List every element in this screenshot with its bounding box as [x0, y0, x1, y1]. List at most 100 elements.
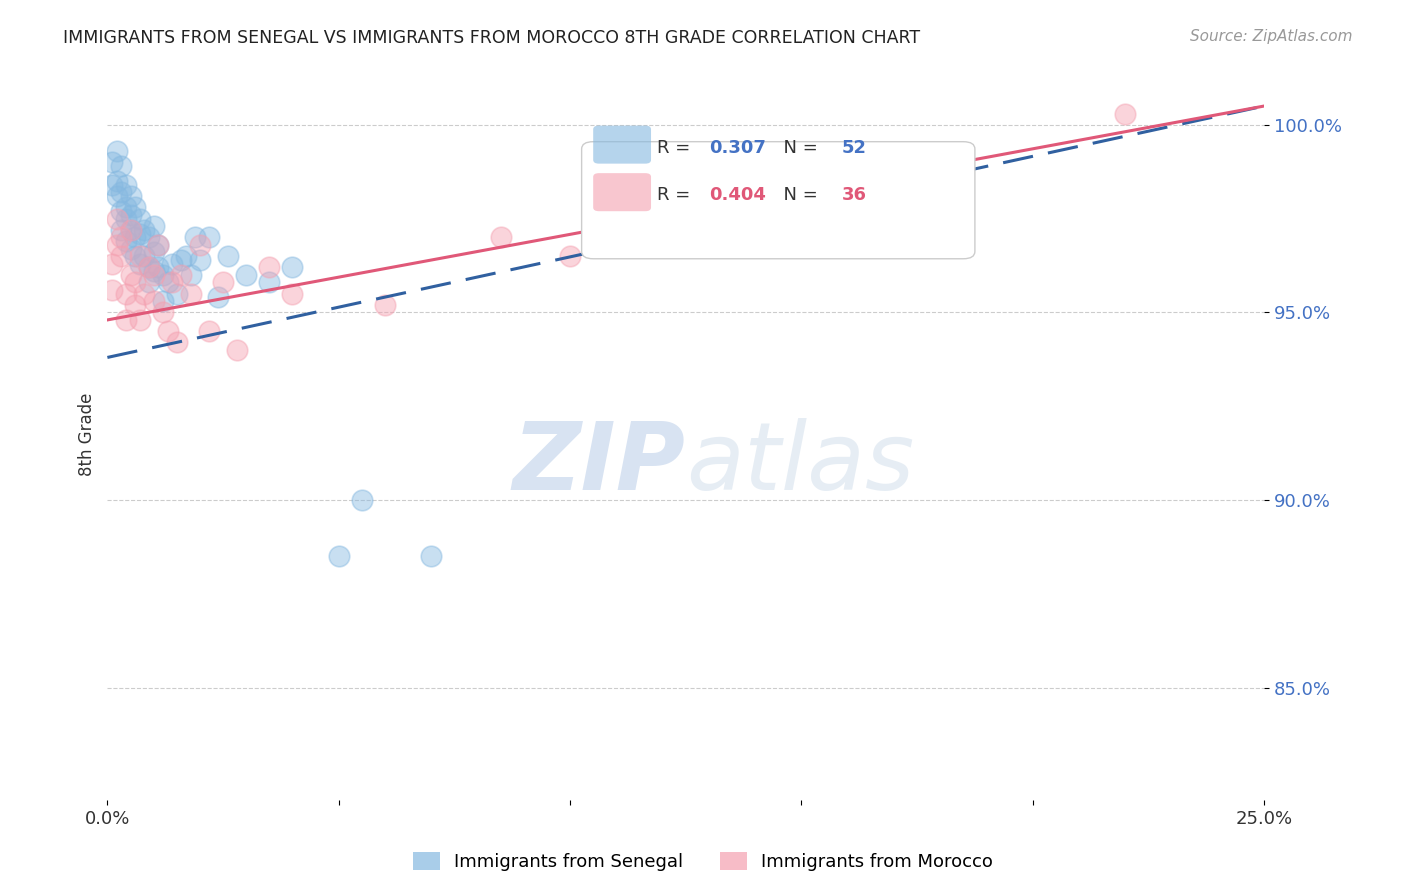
Point — [180, 268, 202, 282]
Point — [558, 249, 581, 263]
Text: IMMIGRANTS FROM SENEGAL VS IMMIGRANTS FROM MOROCCO 8TH GRADE CORRELATION CHART: IMMIGRANTS FROM SENEGAL VS IMMIGRANTS FR… — [63, 29, 921, 46]
Point — [105, 144, 128, 158]
Text: 0.307: 0.307 — [709, 138, 766, 156]
Point — [105, 238, 128, 252]
Point — [138, 276, 160, 290]
Point — [124, 230, 146, 244]
Point — [142, 219, 165, 233]
Point — [101, 178, 124, 192]
Point — [212, 276, 235, 290]
Text: ZIP: ZIP — [513, 417, 686, 509]
Point — [142, 268, 165, 282]
Point — [138, 260, 160, 275]
Point — [420, 549, 443, 564]
Point — [124, 200, 146, 214]
Point — [134, 249, 156, 263]
Point — [138, 230, 160, 244]
Point — [156, 276, 179, 290]
FancyBboxPatch shape — [593, 173, 651, 211]
Text: R =: R = — [657, 138, 696, 156]
Point — [152, 294, 174, 309]
Point — [134, 223, 156, 237]
Point — [120, 223, 142, 237]
Point — [128, 257, 150, 271]
Point — [259, 260, 281, 275]
Point — [148, 260, 170, 275]
Point — [128, 227, 150, 241]
Point — [124, 276, 146, 290]
Point — [142, 245, 165, 260]
Legend: Immigrants from Senegal, Immigrants from Morocco: Immigrants from Senegal, Immigrants from… — [406, 845, 1000, 879]
Point — [142, 264, 165, 278]
Point — [160, 257, 183, 271]
Point — [281, 260, 304, 275]
Point — [120, 223, 142, 237]
Point — [1114, 106, 1136, 120]
Text: 36: 36 — [842, 186, 868, 204]
Point — [124, 249, 146, 263]
Text: 52: 52 — [842, 138, 868, 156]
Point — [166, 286, 188, 301]
Point — [166, 335, 188, 350]
Point — [110, 159, 132, 173]
Point — [115, 211, 138, 226]
Point — [160, 276, 183, 290]
Point — [170, 252, 193, 267]
Point — [198, 324, 221, 338]
Point — [115, 178, 138, 192]
FancyBboxPatch shape — [582, 142, 974, 259]
Text: N =: N = — [772, 138, 824, 156]
Point — [489, 230, 512, 244]
Point — [115, 200, 138, 214]
Point — [184, 230, 207, 244]
Point — [124, 298, 146, 312]
Point — [115, 286, 138, 301]
Point — [128, 313, 150, 327]
Point — [328, 549, 350, 564]
Text: Source: ZipAtlas.com: Source: ZipAtlas.com — [1189, 29, 1353, 44]
Point — [138, 260, 160, 275]
Point — [115, 313, 138, 327]
Point — [120, 268, 142, 282]
Point — [148, 238, 170, 252]
Point — [929, 230, 952, 244]
Point — [110, 230, 132, 244]
Point — [259, 276, 281, 290]
Point — [134, 286, 156, 301]
Point — [217, 249, 239, 263]
Text: atlas: atlas — [686, 418, 914, 509]
Point — [105, 189, 128, 203]
Point — [198, 230, 221, 244]
Point — [105, 174, 128, 188]
Point — [105, 211, 128, 226]
Point — [142, 294, 165, 309]
Text: R =: R = — [657, 186, 696, 204]
Point — [120, 242, 142, 256]
Point — [188, 238, 211, 252]
Point — [101, 283, 124, 297]
Point — [110, 204, 132, 219]
Text: N =: N = — [772, 186, 824, 204]
Point — [174, 249, 197, 263]
Point — [235, 268, 257, 282]
FancyBboxPatch shape — [593, 126, 651, 163]
Point — [226, 343, 249, 357]
Point — [170, 268, 193, 282]
Point — [128, 211, 150, 226]
Point — [152, 305, 174, 319]
Point — [120, 208, 142, 222]
Point — [101, 257, 124, 271]
Point — [120, 189, 142, 203]
Point — [128, 249, 150, 263]
Point — [207, 290, 229, 304]
Y-axis label: 8th Grade: 8th Grade — [79, 392, 96, 476]
Point — [374, 298, 396, 312]
Point — [180, 286, 202, 301]
Point — [148, 238, 170, 252]
Point — [281, 286, 304, 301]
Text: 0.404: 0.404 — [709, 186, 766, 204]
Point — [110, 186, 132, 200]
Point — [110, 249, 132, 263]
Point — [115, 234, 138, 248]
Point — [110, 223, 132, 237]
